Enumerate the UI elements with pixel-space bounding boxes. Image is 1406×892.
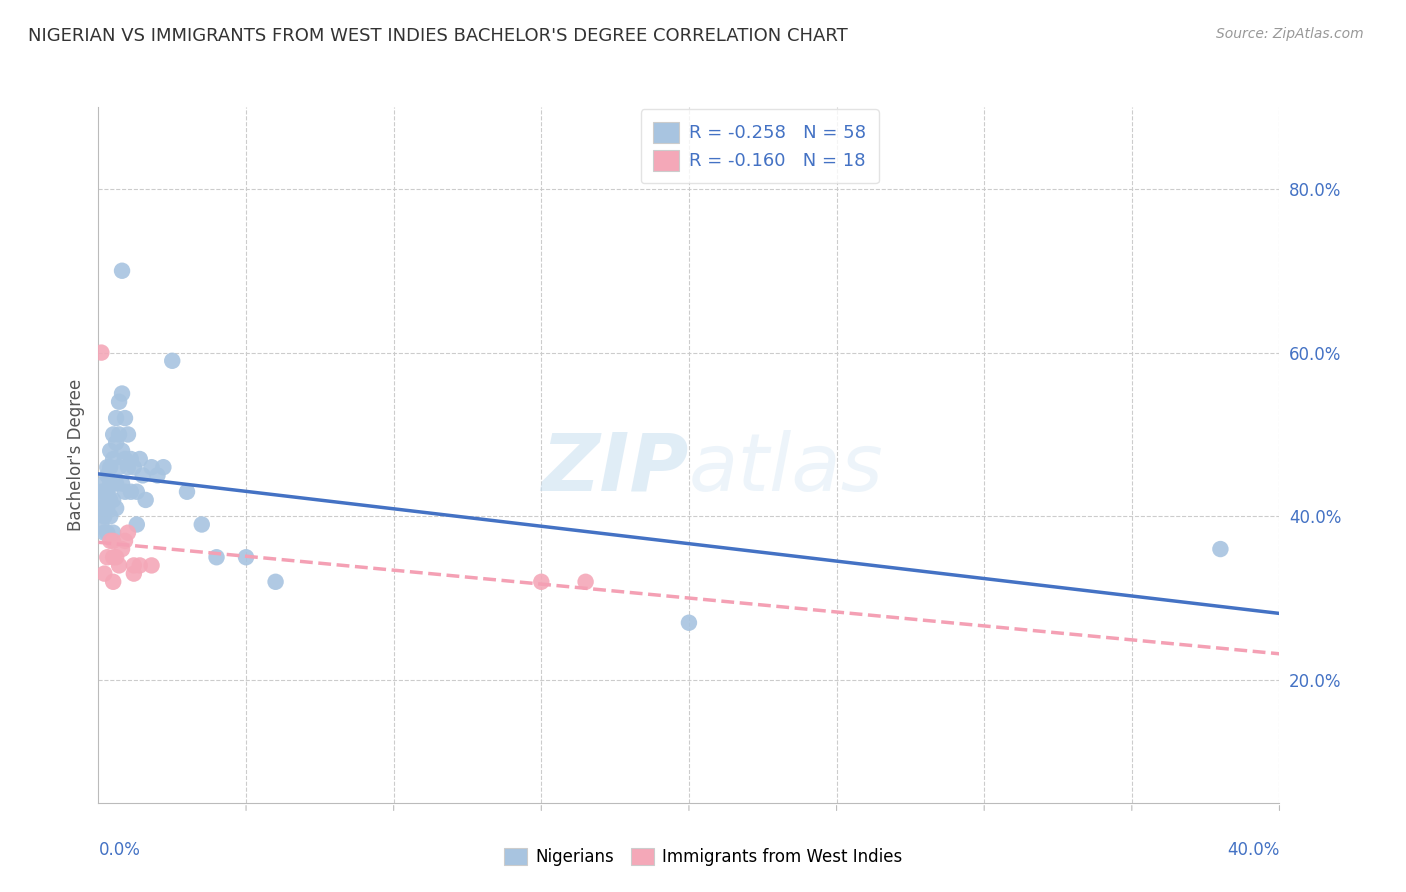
Point — [105, 411, 128, 425]
Point — [93, 492, 115, 507]
Point — [114, 484, 136, 499]
Point — [98, 476, 121, 491]
Y-axis label: Bachelor's Degree: Bachelor's Degree — [66, 379, 84, 531]
Point — [678, 615, 700, 630]
Text: 40.0%: 40.0% — [1227, 841, 1279, 859]
Point — [108, 558, 131, 573]
Point — [122, 558, 145, 573]
Point — [122, 460, 145, 475]
Point — [125, 484, 148, 499]
Point — [111, 542, 134, 557]
Point — [103, 427, 125, 442]
Point — [114, 452, 136, 467]
Point — [191, 517, 214, 532]
Point — [152, 460, 174, 475]
Point — [90, 484, 112, 499]
Point — [103, 550, 125, 565]
Point — [128, 558, 150, 573]
Point — [103, 476, 125, 491]
Point — [90, 517, 112, 532]
Point — [93, 484, 115, 499]
Point — [108, 427, 131, 442]
Point — [176, 484, 198, 499]
Point — [90, 345, 112, 359]
Point — [111, 443, 134, 458]
Point — [98, 509, 121, 524]
Point — [108, 394, 131, 409]
Point — [111, 264, 134, 278]
Point — [132, 468, 155, 483]
Point — [205, 550, 228, 565]
Point — [98, 460, 121, 475]
Point — [96, 468, 118, 483]
Point — [96, 501, 118, 516]
Legend: Nigerians, Immigrants from West Indies: Nigerians, Immigrants from West Indies — [495, 840, 911, 875]
Point — [96, 525, 118, 540]
Text: 0.0%: 0.0% — [98, 841, 141, 859]
Point — [120, 484, 142, 499]
Text: ZIP: ZIP — [541, 430, 689, 508]
Point — [105, 476, 128, 491]
Point — [125, 517, 148, 532]
Point — [103, 452, 125, 467]
Point — [96, 484, 118, 499]
Point — [96, 460, 118, 475]
Text: Source: ZipAtlas.com: Source: ZipAtlas.com — [1216, 27, 1364, 41]
Point — [114, 533, 136, 548]
Point — [93, 476, 115, 491]
Point — [1209, 542, 1232, 557]
Point — [105, 435, 128, 450]
Point — [141, 558, 163, 573]
Point — [530, 574, 553, 589]
Point — [111, 386, 134, 401]
Point — [98, 443, 121, 458]
Point — [93, 509, 115, 524]
Point — [141, 460, 163, 475]
Point — [117, 525, 139, 540]
Point — [103, 574, 125, 589]
Text: atlas: atlas — [689, 430, 884, 508]
Point — [103, 525, 125, 540]
Point — [264, 574, 287, 589]
Point — [574, 574, 596, 589]
Point — [96, 550, 118, 565]
Point — [90, 501, 112, 516]
Point — [105, 501, 128, 516]
Point — [103, 533, 125, 548]
Legend: R = -0.258   N = 58, R = -0.160   N = 18: R = -0.258 N = 58, R = -0.160 N = 18 — [641, 109, 879, 184]
Point — [93, 566, 115, 581]
Point — [105, 550, 128, 565]
Point — [98, 533, 121, 548]
Point — [162, 353, 183, 368]
Point — [235, 550, 257, 565]
Point — [98, 492, 121, 507]
Point — [135, 492, 157, 507]
Point — [120, 452, 142, 467]
Point — [128, 452, 150, 467]
Point — [103, 492, 125, 507]
Point — [146, 468, 169, 483]
Text: NIGERIAN VS IMMIGRANTS FROM WEST INDIES BACHELOR'S DEGREE CORRELATION CHART: NIGERIAN VS IMMIGRANTS FROM WEST INDIES … — [28, 27, 848, 45]
Point — [117, 427, 139, 442]
Point — [122, 566, 145, 581]
Point — [114, 411, 136, 425]
Point — [108, 460, 131, 475]
Point — [117, 460, 139, 475]
Point — [93, 525, 115, 540]
Point — [111, 476, 134, 491]
